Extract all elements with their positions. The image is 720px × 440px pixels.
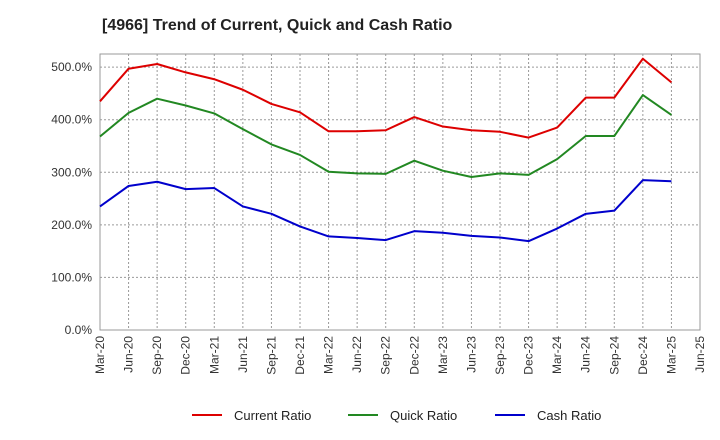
y-tick-label: 400.0% [51, 113, 92, 127]
series-line-current-ratio [99, 57, 673, 139]
x-axis-tick-labels: Mar-20 Jun-20 Sep-20 Dec-20 Mar-21 Jun-21 Sep-… [93, 336, 707, 375]
x-tick-label: Sep-23 [493, 336, 507, 375]
y-axis-tick-labels: 0.0% 100.0% 200.0% 300.0% 400.0% 500.0% [51, 60, 92, 337]
x-tick-label: Dec-24 [636, 336, 650, 375]
x-tick-label: Jun-23 [464, 336, 478, 373]
x-tick-label: Sep-22 [379, 336, 393, 375]
x-tick-label: Jun-22 [350, 336, 364, 373]
series-line-cash-ratio [99, 179, 672, 243]
x-tick-label: Dec-20 [179, 336, 193, 375]
x-tick-label: Mar-21 [207, 336, 221, 374]
y-tick-label: 300.0% [51, 165, 92, 179]
plot-area [99, 53, 701, 331]
y-tick-label: 100.0% [51, 270, 92, 284]
x-tick-label: Dec-21 [293, 336, 307, 375]
x-tick-label: Jun-25 [693, 336, 707, 373]
legend: Current Ratio Quick Ratio Cash Ratio [192, 408, 601, 423]
x-tick-label: Sep-24 [607, 336, 621, 375]
x-tick-label: Mar-22 [322, 336, 336, 374]
y-tick-label: 200.0% [51, 218, 92, 232]
legend-label: Cash Ratio [537, 408, 601, 423]
x-tick-label: Dec-22 [407, 336, 421, 375]
series-line-quick-ratio [99, 94, 673, 179]
y-tick-label: 0.0% [65, 323, 93, 337]
x-tick-label: Mar-25 [664, 336, 678, 374]
series-lines [99, 57, 673, 243]
legend-label: Current Ratio [234, 408, 311, 423]
x-tick-label: Sep-21 [264, 336, 278, 375]
y-gridlines [100, 66, 700, 278]
x-tick-label: Sep-20 [150, 336, 164, 375]
x-tick-label: Jun-24 [579, 336, 593, 373]
x-tick-label: Mar-23 [436, 336, 450, 374]
x-gridlines [128, 54, 672, 330]
x-tick-label: Jun-20 [122, 336, 136, 373]
x-tick-label: Dec-23 [522, 336, 536, 375]
x-tick-label: Mar-20 [93, 336, 107, 374]
x-tick-label: Mar-24 [550, 336, 564, 374]
chart-title: [4966] Trend of Current, Quick and Cash … [102, 17, 453, 34]
x-tick-label: Jun-21 [236, 336, 250, 373]
legend-label: Quick Ratio [390, 408, 457, 423]
y-tick-label: 500.0% [51, 60, 92, 74]
